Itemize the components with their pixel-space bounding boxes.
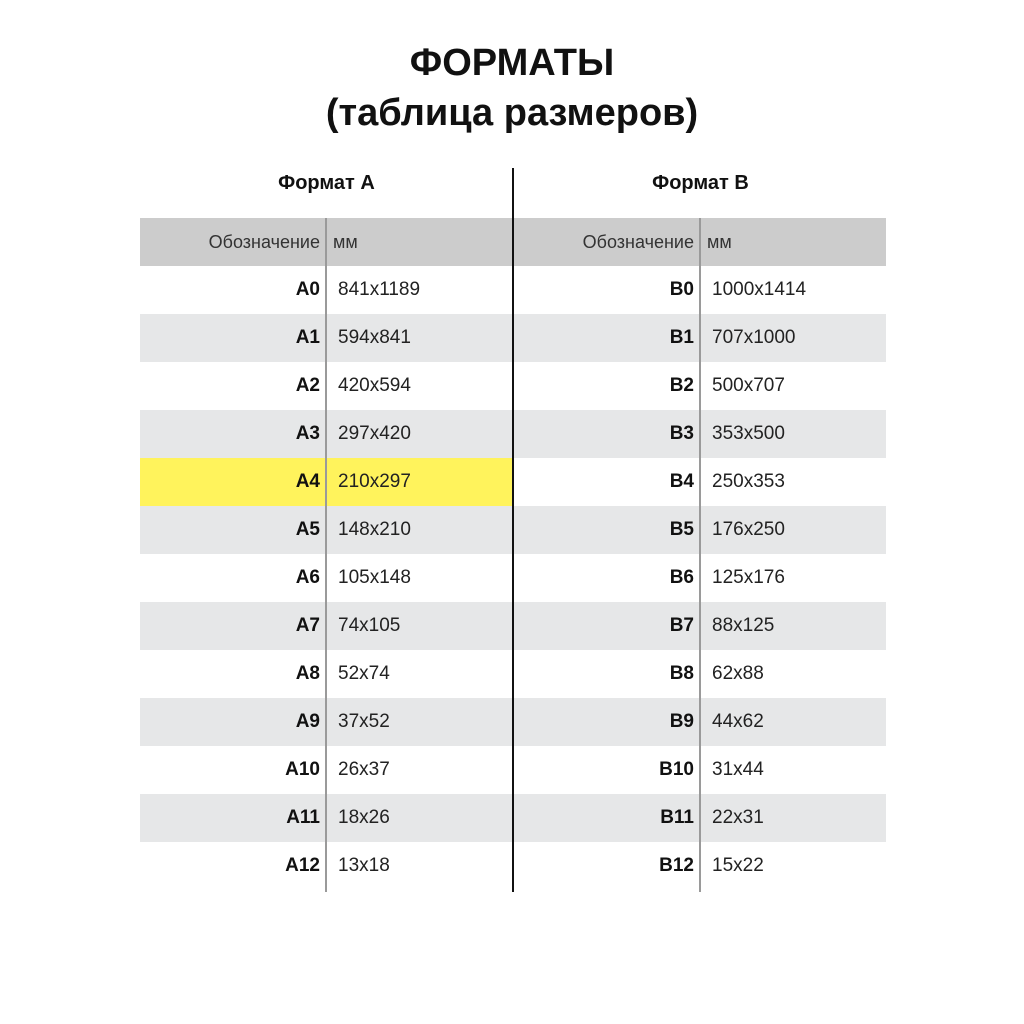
format-code: B10 xyxy=(659,759,694,780)
page-subtitle: (таблица размеров) xyxy=(325,92,699,134)
format-size: 88x125 xyxy=(712,615,775,636)
page-title: ФОРМАТЫ xyxy=(409,42,615,84)
format-size: 125x176 xyxy=(712,567,785,588)
format-size: 353x500 xyxy=(712,423,785,444)
format-code: A4 xyxy=(295,471,320,492)
format-size: 210x297 xyxy=(338,471,411,492)
format-size: 420x594 xyxy=(338,375,411,396)
format-size: 707x1000 xyxy=(712,327,796,348)
format-size: 105x148 xyxy=(338,567,411,588)
format-code: B4 xyxy=(669,471,694,492)
format-code: A5 xyxy=(295,519,320,540)
format-size: 176x250 xyxy=(712,519,785,540)
format-size: 74x105 xyxy=(338,615,401,636)
format-size: 297x420 xyxy=(338,423,411,444)
column-separator-b xyxy=(699,218,701,892)
format-code: A3 xyxy=(295,423,320,444)
format-size: 13x18 xyxy=(338,855,390,876)
format-code: B6 xyxy=(669,567,694,588)
format-code: B2 xyxy=(669,375,694,396)
format-size: 594x841 xyxy=(338,327,411,348)
format-size: 37x52 xyxy=(338,711,390,732)
format-code: A8 xyxy=(295,663,320,684)
format-code: A11 xyxy=(286,807,320,828)
format-code: A6 xyxy=(295,567,320,588)
format-size: 22x31 xyxy=(712,807,764,828)
table-divider xyxy=(512,168,514,892)
format-size: 31x44 xyxy=(712,759,764,780)
column-header-designation: Обозначение xyxy=(582,232,694,252)
format-code: B1 xyxy=(669,327,694,348)
format-code: B5 xyxy=(669,519,694,540)
format-size: 52x74 xyxy=(338,663,390,684)
column-separator-a xyxy=(325,218,327,892)
format-size: 62x88 xyxy=(712,663,764,684)
format-size: 1000x1414 xyxy=(712,279,807,300)
format-code: B12 xyxy=(659,855,694,876)
format-code: A2 xyxy=(295,375,320,396)
format-code: A7 xyxy=(295,615,320,636)
format-size: 18x26 xyxy=(338,807,390,828)
format-size: 44x62 xyxy=(712,711,764,732)
format-size: 15x22 xyxy=(712,855,764,876)
format-size: 26x37 xyxy=(338,759,390,780)
format-code: B8 xyxy=(669,663,694,684)
format-code: B11 xyxy=(660,807,694,828)
format-code: A12 xyxy=(285,855,320,876)
format-code: A9 xyxy=(295,711,320,732)
column-header-designation: Обозначение xyxy=(208,232,320,252)
format-code: A0 xyxy=(295,279,320,300)
format-code: B7 xyxy=(669,615,694,636)
format-code: B9 xyxy=(669,711,694,732)
table-a-heading: Формат А xyxy=(278,172,375,194)
format-size: 841x1189 xyxy=(338,279,421,300)
format-code: B0 xyxy=(669,279,694,300)
format-code: A10 xyxy=(285,759,320,780)
format-code: B3 xyxy=(669,423,694,444)
column-header-mm: мм xyxy=(707,232,732,252)
format-size: 148x210 xyxy=(338,519,411,540)
table-b-heading: Формат В xyxy=(652,172,749,194)
format-size: 500x707 xyxy=(712,375,785,396)
format-size: 250x353 xyxy=(712,471,785,492)
column-header-mm: мм xyxy=(333,232,358,252)
format-code: A1 xyxy=(295,327,320,348)
